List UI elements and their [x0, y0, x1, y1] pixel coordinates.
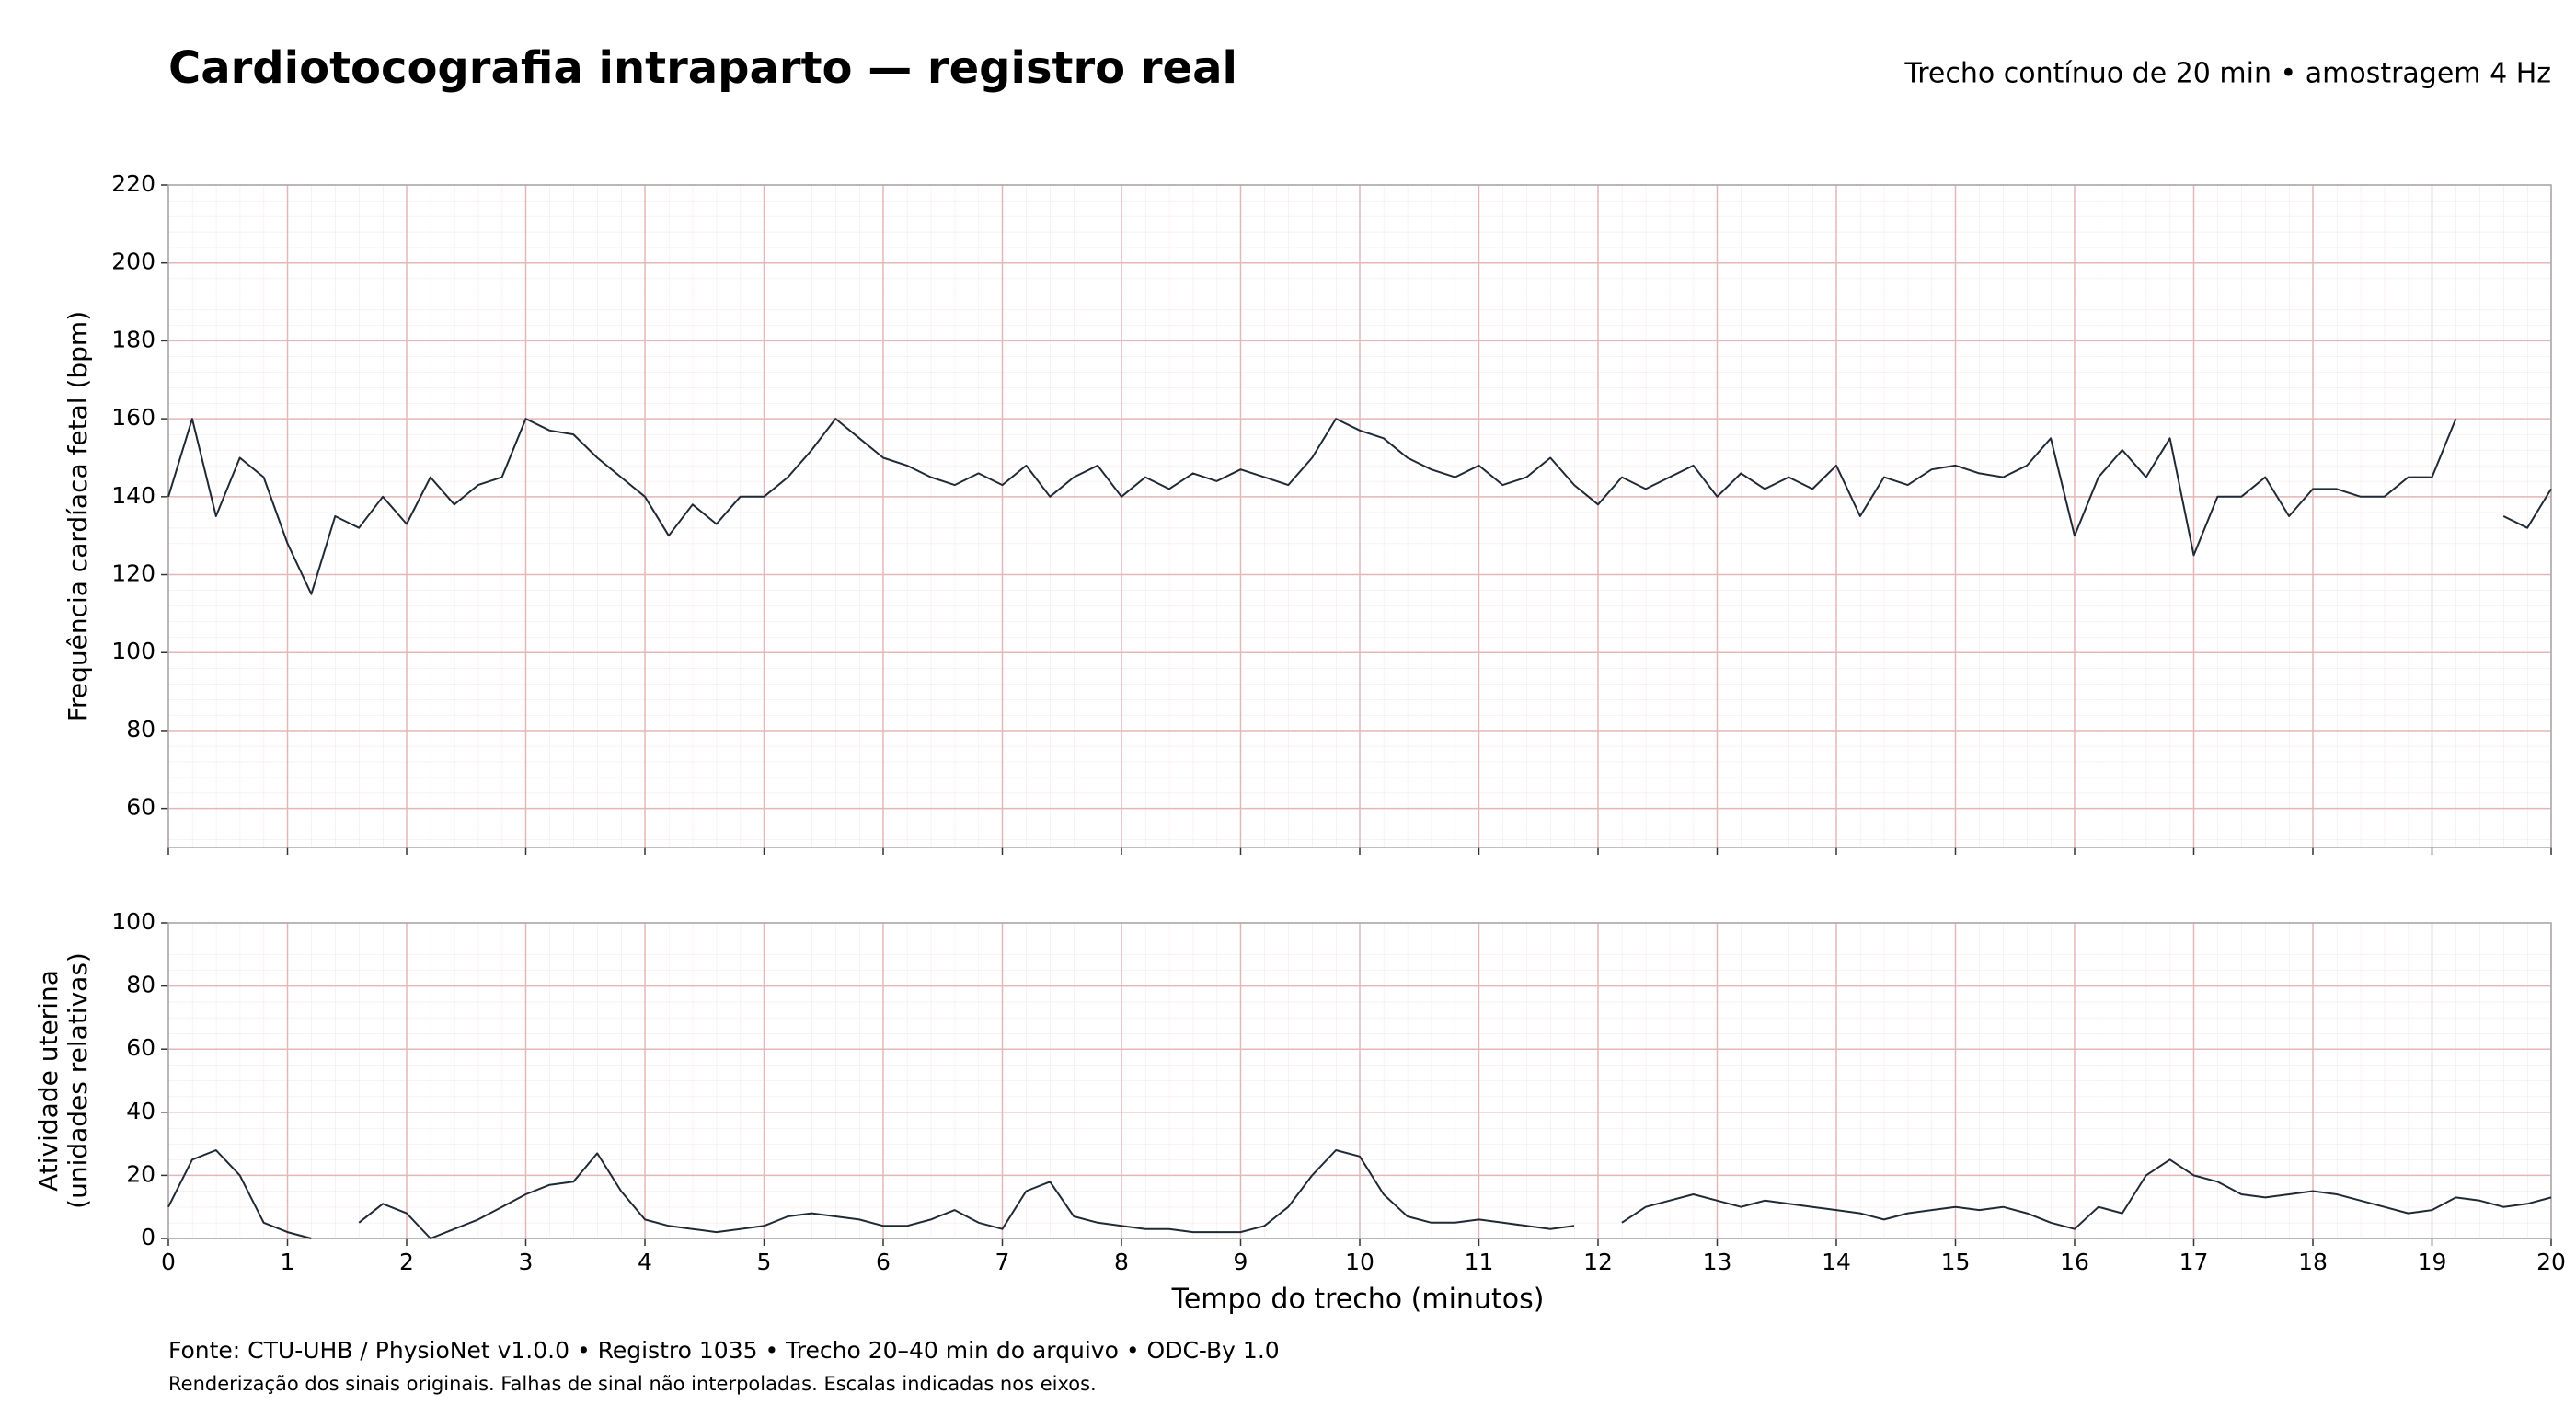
source-note: Fonte: CTU-UHB / PhysioNet v1.0.0 • Regi… [168, 1337, 1280, 1364]
x-tick-label: 7 [995, 1249, 1010, 1275]
x-tick-label: 5 [757, 1249, 772, 1275]
y-tick-label: 20 [126, 1160, 155, 1187]
y-axis-label: Atividade uterina [33, 970, 63, 1192]
y-axis-label: (unidades relativas) [63, 952, 93, 1209]
x-tick-label: 6 [876, 1249, 891, 1275]
x-tick-label: 15 [1941, 1249, 1971, 1275]
x-tick-label: 11 [1465, 1249, 1494, 1275]
y-tick-label: 100 [111, 908, 155, 935]
y-tick-label: 160 [111, 404, 155, 431]
y-tick-label: 80 [126, 972, 155, 998]
x-tick-label: 12 [1583, 1249, 1613, 1275]
x-axis-label: Tempo do trecho (minutos) [1171, 1284, 1545, 1316]
x-tick-label: 9 [1234, 1249, 1248, 1275]
x-tick-label: 13 [1703, 1249, 1732, 1275]
plot-frame [167, 184, 2552, 848]
y-tick-label: 60 [126, 794, 155, 821]
y-tick-label: 80 [126, 716, 155, 743]
y-tick-label: 0 [141, 1224, 155, 1250]
y-tick-label: 220 [111, 170, 155, 197]
x-tick-label: 19 [2418, 1249, 2447, 1275]
plot-frame [167, 922, 2552, 1239]
y-axis-label: Frequência cardíaca fetal (bpm) [63, 311, 93, 721]
y-tick-label: 180 [111, 326, 155, 352]
signal-line [167, 1149, 2552, 1239]
x-tick-label: 18 [2298, 1249, 2328, 1275]
x-tick-label: 8 [1114, 1249, 1129, 1275]
x-tick-label: 1 [281, 1249, 295, 1275]
y-tick-label: 200 [111, 248, 155, 275]
x-tick-label: 20 [2536, 1249, 2566, 1275]
y-tick-label: 120 [111, 560, 155, 587]
x-tick-label: 0 [161, 1249, 176, 1275]
x-tick-label: 16 [2060, 1249, 2089, 1275]
x-tick-label: 14 [1822, 1249, 1851, 1275]
y-tick-label: 40 [126, 1098, 155, 1124]
footnote: Renderização dos sinais originais. Falha… [168, 1373, 1097, 1395]
x-tick-label: 4 [638, 1249, 652, 1275]
x-tick-label: 3 [519, 1249, 534, 1275]
x-tick-label: 17 [2179, 1249, 2209, 1275]
y-tick-label: 60 [126, 1034, 155, 1061]
chart-subtitle: Trecho contínuo de 20 min • amostragem 4… [1903, 58, 2551, 90]
signal-line [167, 418, 2552, 595]
chart-title: Cardiotocografia intraparto — registro r… [168, 42, 1237, 94]
x-tick-label: 10 [1345, 1249, 1374, 1275]
y-tick-label: 140 [111, 482, 155, 509]
x-tick-label: 2 [399, 1249, 414, 1275]
y-tick-label: 100 [111, 638, 155, 664]
